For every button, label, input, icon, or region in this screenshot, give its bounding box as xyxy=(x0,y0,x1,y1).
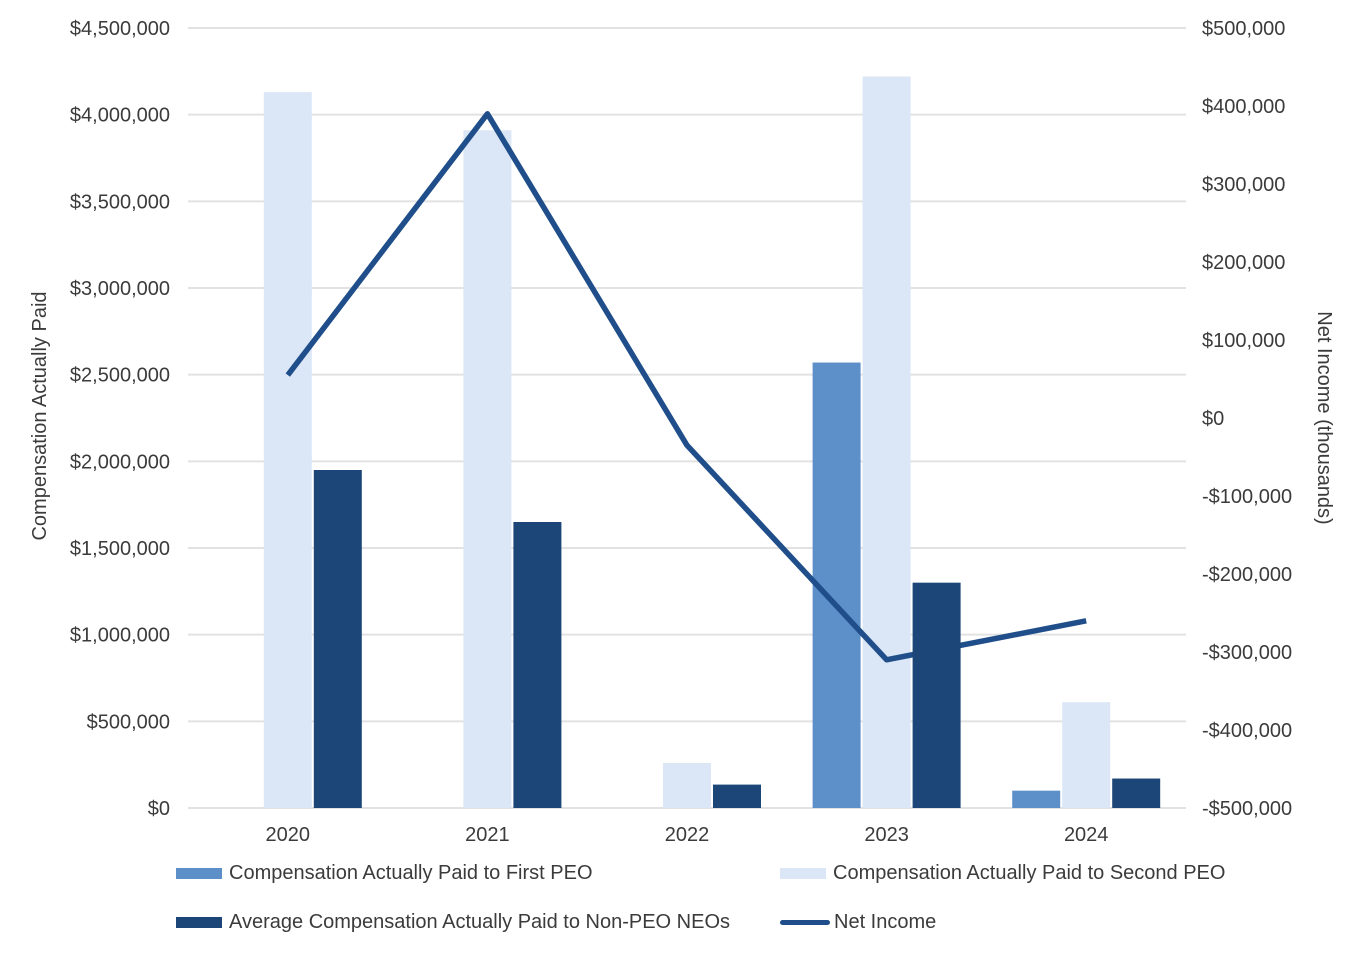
bar-non-peo-neos-2024 xyxy=(1112,778,1161,808)
bar-non-peo-neos-2021 xyxy=(513,522,562,808)
left-axis-tick-label: $500,000 xyxy=(87,711,170,733)
right-axis-title: Net Income (thousands) xyxy=(1313,311,1335,524)
legend-label-first-peo: Compensation Actually Paid to First PEO xyxy=(229,862,593,884)
bar-first-peo-2024 xyxy=(1012,790,1061,808)
right-axis-tick-label: $400,000 xyxy=(1202,96,1285,118)
right-axis-tick-label: $100,000 xyxy=(1202,330,1285,352)
left-axis-tick-labels: $4,500,000 $4,000,000 $3,500,000 $3,000,000… xyxy=(70,18,170,820)
right-axis-tick-label: $300,000 xyxy=(1202,174,1285,196)
legend-label-non-peo-neos: Average Compensation Actually Paid to No… xyxy=(229,911,730,933)
right-axis-tick-label: $0 xyxy=(1202,408,1224,430)
left-axis-tick-label: $4,000,000 xyxy=(70,105,170,127)
bars-second-peo xyxy=(263,76,1111,809)
right-axis-tick-label: -$200,000 xyxy=(1202,564,1292,586)
left-axis-tick-label: $0 xyxy=(148,798,170,820)
legend-label-net-income: Net Income xyxy=(834,911,937,933)
left-axis-tick-label: $3,000,000 xyxy=(70,278,170,300)
bar-second-peo-2022 xyxy=(663,762,711,808)
legend-item-net-income: Net Income xyxy=(780,910,936,934)
bar-non-peo-neos-2022 xyxy=(713,784,761,808)
bars-first-peo xyxy=(812,362,1061,808)
left-axis-tick-label: $1,000,000 xyxy=(70,625,170,647)
x-axis-label: 2021 xyxy=(465,824,510,846)
x-axis-labels: 2020 2021 2022 2023 2024 xyxy=(266,824,1109,846)
legend-swatch-non-peo-neos xyxy=(176,916,222,928)
x-axis-label: 2024 xyxy=(1064,824,1109,846)
x-axis-label: 2020 xyxy=(266,824,311,846)
x-axis-label: 2023 xyxy=(864,824,909,846)
right-axis-tick-label: $500,000 xyxy=(1202,18,1285,40)
bar-non-peo-neos-2023 xyxy=(912,582,961,808)
right-axis-tick-label: -$100,000 xyxy=(1202,486,1292,508)
right-axis-tick-label: -$400,000 xyxy=(1202,720,1292,742)
legend-item-second-peo: Compensation Actually Paid to Second PEO xyxy=(780,861,1225,885)
legend-swatch-second-peo xyxy=(780,867,826,879)
x-axis-label: 2022 xyxy=(665,824,710,846)
bar-second-peo-2021 xyxy=(463,130,512,808)
net-income-line xyxy=(285,111,1087,663)
bar-second-peo-2020 xyxy=(263,92,312,809)
bars-non-peo-neos xyxy=(313,470,1161,808)
bar-non-peo-neos-2020 xyxy=(313,470,362,808)
left-axis-title: Compensation Actually Paid xyxy=(29,291,51,540)
legend-swatch-first-peo xyxy=(176,867,222,879)
left-axis-tick-label: $3,500,000 xyxy=(70,191,170,213)
left-axis-tick-label: $2,500,000 xyxy=(70,365,170,387)
bar-second-peo-2024 xyxy=(1062,702,1111,808)
left-axis-tick-label: $2,000,000 xyxy=(70,451,170,473)
left-axis-tick-label: $1,500,000 xyxy=(70,538,170,560)
legend-swatch-net-income-line xyxy=(780,919,830,925)
bar-second-peo-2023 xyxy=(862,76,911,809)
legend-item-first-peo: Compensation Actually Paid to First PEO xyxy=(176,861,593,885)
legend-label-second-peo: Compensation Actually Paid to Second PEO xyxy=(833,862,1226,884)
right-axis-tick-label: -$500,000 xyxy=(1202,798,1292,820)
left-axis-tick-label: $4,500,000 xyxy=(70,18,170,40)
right-axis-tick-labels: $500,000 $400,000 $300,000 $200,000 $100,000… xyxy=(1202,18,1292,820)
right-axis-tick-label: -$300,000 xyxy=(1202,642,1292,664)
legend-item-non-peo-neos: Average Compensation Actually Paid to No… xyxy=(176,910,730,934)
right-axis-tick-label: $200,000 xyxy=(1202,252,1285,274)
